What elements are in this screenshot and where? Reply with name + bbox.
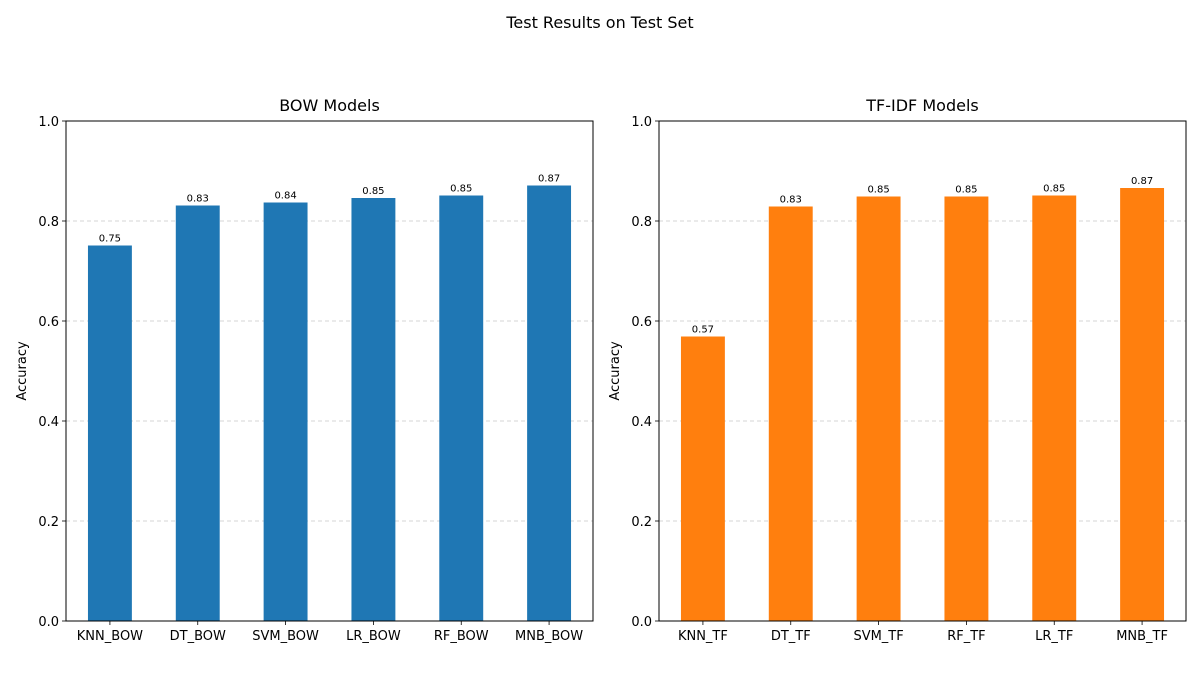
x-tick-label: KNN_TF bbox=[678, 629, 728, 644]
bar-dt-bow bbox=[175, 205, 220, 621]
subplot-title: TF-IDF Models bbox=[865, 96, 978, 115]
bar-rf-tf bbox=[944, 196, 989, 621]
bar-dt-tf bbox=[768, 206, 813, 621]
bar-value-label: 0.85 bbox=[955, 185, 977, 196]
bar-knn-bow bbox=[87, 245, 132, 621]
y-tick-label: 0.2 bbox=[631, 515, 652, 530]
bar-lr-bow bbox=[351, 198, 396, 621]
y-tick-label: 0.4 bbox=[631, 415, 652, 430]
x-tick-label: SVM_TF bbox=[853, 629, 903, 644]
bar-value-label: 0.83 bbox=[780, 195, 802, 206]
bow-models-subplot: 0.0 0.2 0.4 0.6 0.8 1.0 0.75 KNN_BOW 0.83 DT_BOW 0… bbox=[15, 96, 594, 644]
y-tick-label: 0.4 bbox=[38, 415, 59, 430]
x-tick-label: RF_BOW bbox=[434, 629, 489, 644]
y-tick-label: 1.0 bbox=[631, 115, 652, 130]
x-tick-label: LR_BOW bbox=[346, 629, 401, 644]
y-tick-label: 0.6 bbox=[631, 315, 652, 330]
y-tick-label: 0.8 bbox=[631, 215, 652, 230]
bar-svm-tf bbox=[856, 196, 901, 621]
y-tick-label: 0.8 bbox=[38, 215, 59, 230]
bar-lr-tf bbox=[1032, 195, 1077, 621]
y-tick-label: 1.0 bbox=[38, 115, 59, 130]
x-tick-label: MNB_TF bbox=[1116, 629, 1168, 644]
y-tick-label: 0.0 bbox=[38, 615, 59, 630]
bar-value-label: 0.57 bbox=[692, 325, 714, 336]
y-tick-label: 0.0 bbox=[631, 615, 652, 630]
bar-value-label: 0.83 bbox=[187, 194, 209, 205]
bar-svm-bow bbox=[263, 202, 308, 621]
bar-value-label: 0.87 bbox=[538, 174, 560, 185]
bar-mnb-bow bbox=[527, 185, 572, 621]
axes-frame bbox=[658, 120, 1187, 622]
y-axis-label: Accuracy bbox=[15, 341, 30, 401]
bar-value-label: 0.87 bbox=[1131, 176, 1153, 187]
bar-mnb-tf bbox=[1120, 188, 1165, 621]
tfidf-models-subplot: 0.0 0.2 0.4 0.6 0.8 1.0 0.57 KNN_TF 0.83 DT_TF 0.8… bbox=[608, 96, 1187, 644]
y-tick-label: 0.2 bbox=[38, 515, 59, 530]
bar-value-label: 0.85 bbox=[1043, 184, 1065, 195]
bar-value-label: 0.84 bbox=[274, 191, 296, 202]
x-tick-label: MNB_BOW bbox=[515, 629, 583, 644]
bar-value-label: 0.85 bbox=[362, 186, 384, 197]
x-tick-label: DT_TF bbox=[771, 629, 811, 644]
bar-value-label: 0.75 bbox=[99, 234, 121, 245]
y-axis-label: Accuracy bbox=[608, 341, 623, 401]
x-tick-label: RF_TF bbox=[947, 629, 985, 644]
bar-knn-tf bbox=[680, 336, 725, 621]
bar-rf-bow bbox=[439, 195, 484, 621]
x-tick-label: DT_BOW bbox=[170, 629, 226, 644]
bar-value-label: 0.85 bbox=[450, 184, 472, 195]
bar-value-label: 0.85 bbox=[867, 185, 889, 196]
x-tick-label: LR_TF bbox=[1035, 629, 1073, 644]
axes-frame bbox=[65, 120, 594, 622]
subplot-title: BOW Models bbox=[279, 96, 380, 115]
figure-suptitle: Test Results on Test Set bbox=[505, 13, 693, 32]
x-tick-label: SVM_BOW bbox=[252, 629, 319, 644]
y-tick-label: 0.6 bbox=[38, 315, 59, 330]
x-tick-label: KNN_BOW bbox=[77, 629, 143, 644]
